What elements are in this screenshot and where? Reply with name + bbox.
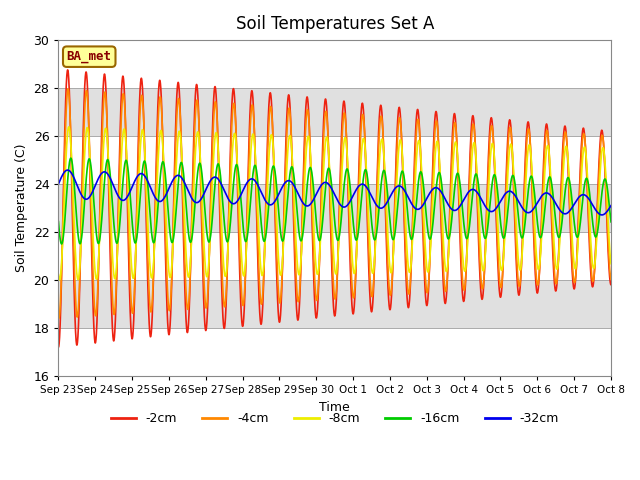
-8cm bbox=[56, 277, 63, 283]
-2cm bbox=[467, 133, 475, 139]
-16cm bbox=[58, 241, 65, 247]
-4cm bbox=[54, 314, 62, 320]
-16cm bbox=[54, 219, 62, 225]
-8cm bbox=[65, 124, 72, 130]
-2cm bbox=[386, 307, 394, 312]
-16cm bbox=[467, 208, 475, 214]
-8cm bbox=[509, 157, 516, 163]
-32cm bbox=[467, 187, 475, 193]
Legend: -2cm, -4cm, -8cm, -16cm, -32cm: -2cm, -4cm, -8cm, -16cm, -32cm bbox=[106, 407, 564, 430]
-4cm bbox=[64, 86, 72, 92]
-16cm bbox=[266, 188, 274, 194]
-2cm bbox=[607, 282, 615, 288]
-32cm bbox=[414, 206, 422, 212]
-32cm bbox=[64, 167, 72, 173]
Bar bbox=[58, 184, 611, 232]
-32cm bbox=[509, 190, 516, 196]
Bar bbox=[58, 88, 611, 136]
Y-axis label: Soil Temperature (C): Soil Temperature (C) bbox=[15, 144, 28, 272]
-8cm bbox=[414, 140, 422, 145]
-4cm bbox=[55, 315, 63, 321]
-32cm bbox=[598, 212, 606, 218]
Bar bbox=[58, 328, 611, 376]
-4cm bbox=[467, 145, 475, 151]
Line: -2cm: -2cm bbox=[58, 70, 611, 347]
Line: -4cm: -4cm bbox=[58, 89, 611, 318]
Line: -32cm: -32cm bbox=[58, 170, 611, 215]
-32cm bbox=[607, 203, 615, 208]
Text: BA_met: BA_met bbox=[67, 50, 112, 63]
-32cm bbox=[54, 181, 62, 187]
Title: Soil Temperatures Set A: Soil Temperatures Set A bbox=[236, 15, 434, 33]
-2cm bbox=[155, 83, 163, 88]
-8cm bbox=[54, 272, 62, 277]
-2cm bbox=[414, 107, 422, 113]
-32cm bbox=[266, 202, 273, 208]
-8cm bbox=[266, 142, 274, 147]
-16cm bbox=[414, 182, 422, 188]
-16cm bbox=[386, 219, 394, 225]
Bar bbox=[58, 40, 611, 88]
-8cm bbox=[607, 261, 615, 267]
-4cm bbox=[156, 101, 163, 107]
-4cm bbox=[607, 276, 615, 282]
Bar bbox=[58, 232, 611, 280]
-32cm bbox=[386, 194, 394, 200]
-8cm bbox=[386, 266, 394, 272]
-8cm bbox=[467, 171, 475, 177]
Line: -16cm: -16cm bbox=[58, 158, 611, 244]
-16cm bbox=[67, 155, 75, 161]
-4cm bbox=[386, 292, 394, 298]
-16cm bbox=[156, 189, 163, 195]
Bar bbox=[58, 280, 611, 328]
X-axis label: Time: Time bbox=[319, 400, 350, 413]
-2cm bbox=[509, 163, 516, 169]
-2cm bbox=[54, 344, 62, 350]
-8cm bbox=[156, 141, 163, 147]
-2cm bbox=[266, 92, 273, 98]
-4cm bbox=[509, 160, 516, 166]
-16cm bbox=[509, 172, 516, 178]
-32cm bbox=[155, 198, 163, 204]
-16cm bbox=[607, 219, 615, 225]
-2cm bbox=[64, 67, 72, 73]
-4cm bbox=[266, 108, 274, 113]
-4cm bbox=[414, 117, 422, 122]
Line: -8cm: -8cm bbox=[58, 127, 611, 280]
Bar bbox=[58, 136, 611, 184]
